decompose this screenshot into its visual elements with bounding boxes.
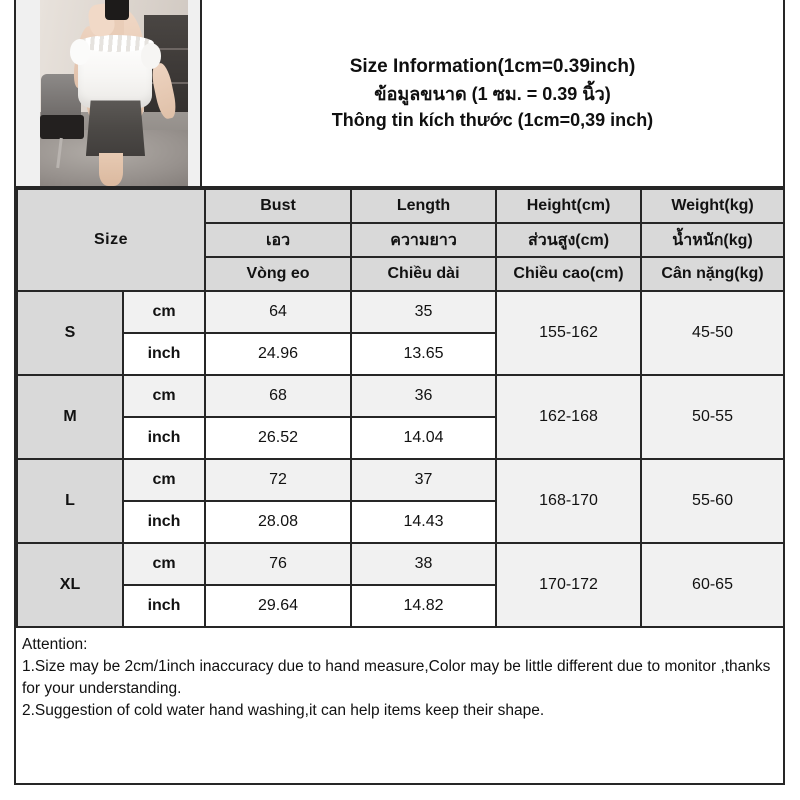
length-cm-l: 37	[350, 458, 498, 502]
table-row: M cm 68 36 162-168 50-55	[16, 374, 786, 460]
unit-cm: cm	[121, 458, 207, 502]
length-cm-xl: 38	[350, 542, 498, 586]
table-header-row-thai: เอว ความยาว ส่วนสูง(cm) น้ำหนัก(kg)	[17, 222, 786, 258]
table-row: inch 26.52 14.04	[17, 416, 784, 460]
title-block: Size Information(1cm=0.39inch) ข้อมูลขนา…	[202, 0, 783, 186]
header-weight-en: Weight(kg)	[640, 188, 786, 224]
table-row: inch 29.64 14.82	[17, 584, 784, 628]
photo-garment-sleeve-right	[140, 42, 162, 69]
length-inch-s: 13.65	[350, 332, 498, 376]
length-inch-l: 14.43	[350, 500, 498, 544]
unit-inch: inch	[121, 584, 207, 628]
photo-model-legs	[99, 152, 123, 186]
photo-garment-skirt	[85, 100, 146, 157]
unit-cm: cm	[121, 374, 207, 418]
table-row: S cm 64 35 155-162 45-50	[16, 290, 786, 376]
header-bust-th: เอว	[204, 222, 353, 258]
table-row: inch 24.96 13.65	[17, 332, 784, 376]
weight-range-m: 50-55	[640, 374, 786, 460]
unit-inch: inch	[121, 500, 207, 544]
photo-garment-ruffle	[77, 35, 154, 53]
bust-cm-m: 68	[204, 374, 353, 418]
header-weight-vi: Cân nặng(kg)	[640, 256, 786, 292]
weight-range-l: 55-60	[640, 458, 786, 544]
header-length-th: ความยาว	[350, 222, 498, 258]
weight-range-xl: 60-65	[640, 542, 786, 628]
attention-note-1: 1.Size may be 2cm/1inch inaccuracy due t…	[22, 658, 771, 697]
length-inch-m: 14.04	[350, 416, 498, 460]
header-weight-th: น้ำหนัก(kg)	[640, 222, 786, 258]
photo-garment-sleeve-left	[69, 39, 91, 66]
header-band: Size Information(1cm=0.39inch) ข้อมูลขนา…	[16, 0, 783, 188]
product-photo	[40, 0, 188, 186]
table-row: XL cm 76 38 170-172 60-65	[16, 542, 786, 628]
title-vietnamese: Thông tin kích thước (1cm=0,39 inch)	[331, 109, 654, 130]
title-thai: ข้อมูลขนาด (1 ซม. = 0.39 นิ้ว)	[374, 83, 611, 104]
bust-cm-s: 64	[204, 290, 353, 334]
height-range-l: 168-170	[495, 458, 643, 544]
table-row: inch 28.08 14.43	[17, 500, 784, 544]
height-range-m: 162-168	[495, 374, 643, 460]
table-row: L cm 72 37 168-170 55-60	[16, 458, 786, 544]
header-height-en: Height(cm)	[495, 188, 643, 224]
photo-cabinet-line	[143, 48, 188, 51]
table-header-row-vietnamese: Vòng eo Chiều dài Chiều cao(cm) Cân nặng…	[17, 256, 786, 292]
bust-cm-xl: 76	[204, 542, 353, 586]
length-inch-xl: 14.82	[350, 584, 498, 628]
size-header-cell: Size	[15, 188, 207, 292]
table-header-row-english: Size Bust Length Height(cm) Weight(kg)	[15, 188, 786, 292]
size-label-s: S	[16, 290, 124, 376]
bust-cm-l: 72	[204, 458, 353, 502]
size-chart-sheet: Size Information(1cm=0.39inch) ข้อมูลขนา…	[14, 0, 786, 785]
header-height-vi: Chiều cao(cm)	[495, 256, 643, 292]
header-bust-en: Bust	[204, 188, 353, 224]
size-label-xl: XL	[16, 542, 124, 628]
photo-phone	[105, 0, 129, 21]
attention-note-2: 2.Suggestion of cold water hand washing,…	[22, 702, 545, 719]
size-label-l: L	[16, 458, 124, 544]
header-bust-vi: Vòng eo	[204, 256, 353, 292]
size-label-m: M	[16, 374, 124, 460]
weight-range-s: 45-50	[640, 290, 786, 376]
attention-heading: Attention:	[22, 636, 88, 653]
unit-inch: inch	[121, 416, 207, 460]
size-table: Size Bust Length Height(cm) Weight(kg) เ…	[15, 188, 786, 628]
product-photo-cell	[16, 0, 202, 186]
unit-inch: inch	[121, 332, 207, 376]
height-range-xl: 170-172	[495, 542, 643, 628]
bust-inch-xl: 29.64	[204, 584, 353, 628]
header-length-en: Length	[350, 188, 498, 224]
length-cm-s: 35	[350, 290, 498, 334]
header-length-vi: Chiều dài	[350, 256, 498, 292]
title-english: Size Information(1cm=0.39inch)	[349, 56, 636, 78]
bust-inch-m: 26.52	[204, 416, 353, 460]
height-range-s: 155-162	[495, 290, 643, 376]
bust-inch-l: 28.08	[204, 500, 353, 544]
unit-cm: cm	[121, 542, 207, 586]
attention-block: Attention: 1.Size may be 2cm/1inch inacc…	[16, 628, 783, 726]
length-cm-m: 36	[350, 374, 498, 418]
header-height-th: ส่วนสูง(cm)	[495, 222, 643, 258]
bust-inch-s: 24.96	[204, 332, 353, 376]
unit-cm: cm	[121, 290, 207, 334]
photo-chair-seat	[40, 115, 85, 140]
